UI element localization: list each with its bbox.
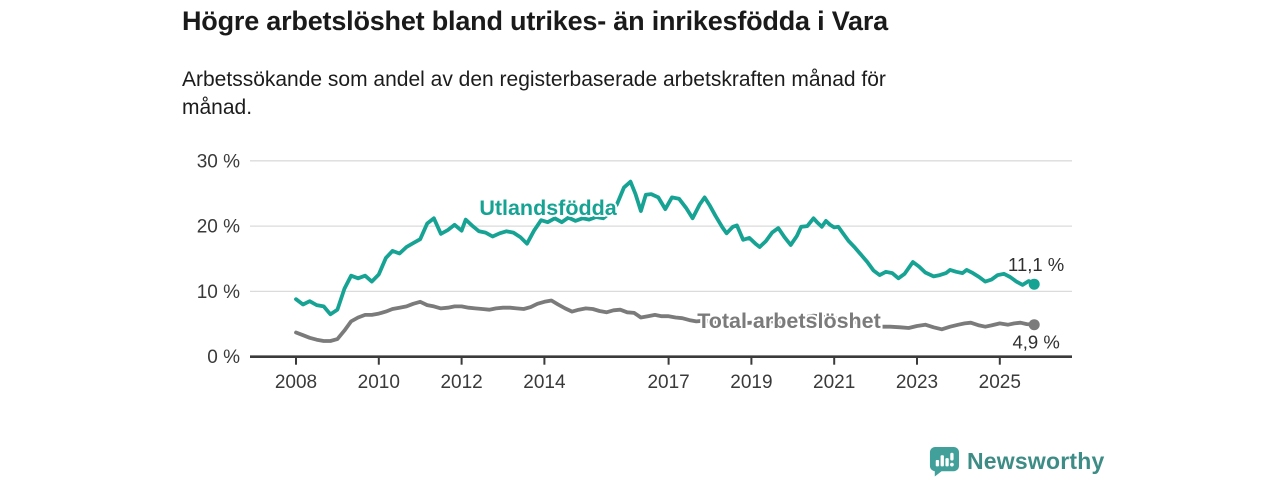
y-tick-label: 10 % [197, 282, 240, 303]
x-tick-label: 2014 [523, 372, 566, 393]
x-tick-label: 2025 [979, 372, 1021, 393]
chart-title: Högre arbetslöshet bland utrikes- än inr… [182, 6, 889, 36]
y-tick-label: 20 % [197, 217, 240, 238]
series-end-dot-utlandsfodda [1028, 278, 1040, 290]
bar-chart-speech-bubble-icon [929, 446, 959, 477]
x-tick-label: 2023 [896, 372, 938, 393]
series-end-value-utlandsfodda: 11,1 % [1008, 254, 1064, 275]
chart-subtitle: Arbetssökande som andel av den registerb… [182, 66, 886, 122]
x-tick-label: 2021 [813, 372, 855, 393]
chart-subtitle-line-2: månad. [182, 96, 253, 119]
newsworthy-logo: Newsworthy [928, 446, 1104, 477]
series-label-total-arbetsloshet: Total arbetslöshet [697, 309, 881, 333]
y-tick-label: 30 % [197, 151, 240, 172]
series-label-utlandsfodda: Utlandsfödda [479, 196, 617, 220]
x-tick-label: 2008 [275, 372, 317, 393]
x-tick-label: 2017 [647, 372, 689, 393]
y-tick-label: 0 % [207, 347, 240, 368]
series-line-utlandsfodda [294, 179, 1037, 317]
series-line-total-arbetsloshet [294, 298, 1037, 343]
x-tick-label: 2019 [730, 372, 772, 393]
series-end-value-total-arbetsloshet: 4,9 % [1013, 332, 1060, 353]
x-tick-label: 2012 [440, 372, 482, 393]
x-tick-label: 2010 [358, 372, 400, 393]
chart-subtitle-line-1: Arbetssökande som andel av den registerb… [182, 68, 886, 91]
newsworthy-wordmark: Newsworthy [967, 448, 1105, 474]
series-end-dot-total-arbetsloshet [1028, 319, 1040, 331]
